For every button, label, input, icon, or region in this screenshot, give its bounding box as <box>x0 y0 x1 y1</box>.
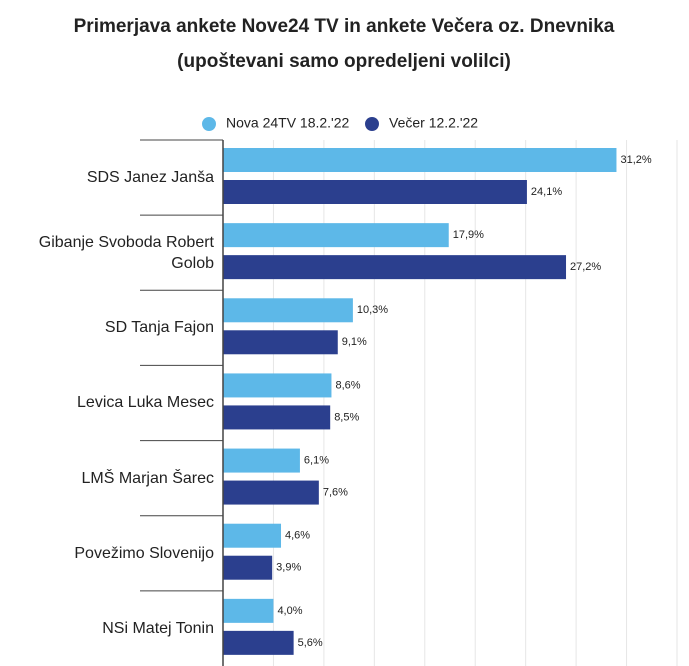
legend-marker <box>365 117 379 131</box>
bar <box>223 255 567 280</box>
bar <box>223 555 273 580</box>
value-label: 8,5% <box>334 411 359 423</box>
chart-title: Primerjava ankete Nove24 TV in ankete Ve… <box>74 16 615 37</box>
value-label: 31,2% <box>620 154 651 166</box>
legend-label: Nova 24TV 18.2.'22 <box>226 115 350 131</box>
category-label: SD Tanja Fajon <box>104 319 214 337</box>
value-label: 4,6% <box>285 530 310 542</box>
legend-label: Večer 12.2.'22 <box>389 115 478 131</box>
bar <box>223 298 353 323</box>
value-label: 17,9% <box>453 229 484 241</box>
value-label: 7,6% <box>323 486 348 498</box>
category-label: NSi Matej Tonin <box>102 619 214 637</box>
category-label: LMŠ Marjan Šarec <box>81 469 215 487</box>
value-label: 24,1% <box>531 186 562 198</box>
bar <box>223 523 282 548</box>
bar <box>223 373 332 398</box>
value-label: 5,6% <box>298 637 323 649</box>
bar <box>223 405 331 430</box>
bar <box>223 598 274 623</box>
value-label: 6,1% <box>304 454 329 466</box>
bar <box>223 148 617 172</box>
bar <box>223 630 294 655</box>
legend-marker <box>202 117 216 131</box>
value-label: 3,9% <box>276 562 301 574</box>
value-label: 27,2% <box>570 261 601 273</box>
category-label: Gibanje Svoboda Robert Golob <box>38 233 214 272</box>
category-label: SDS Janez Janša <box>86 169 214 187</box>
bar <box>223 223 449 248</box>
value-label: 10,3% <box>357 304 388 316</box>
value-label: 9,1% <box>342 336 367 348</box>
category-label: Povežimo Slovenijo <box>74 544 214 562</box>
value-label: 8,6% <box>335 379 360 391</box>
bar <box>223 448 300 473</box>
category-label: Levica Luka Mesec <box>77 394 214 412</box>
chart-subtitle: (upoštevani samo opredeljeni volilci) <box>177 51 511 72</box>
bar <box>223 480 319 505</box>
bar <box>223 180 527 204</box>
value-label: 4,0% <box>277 605 302 617</box>
bar <box>223 330 338 355</box>
